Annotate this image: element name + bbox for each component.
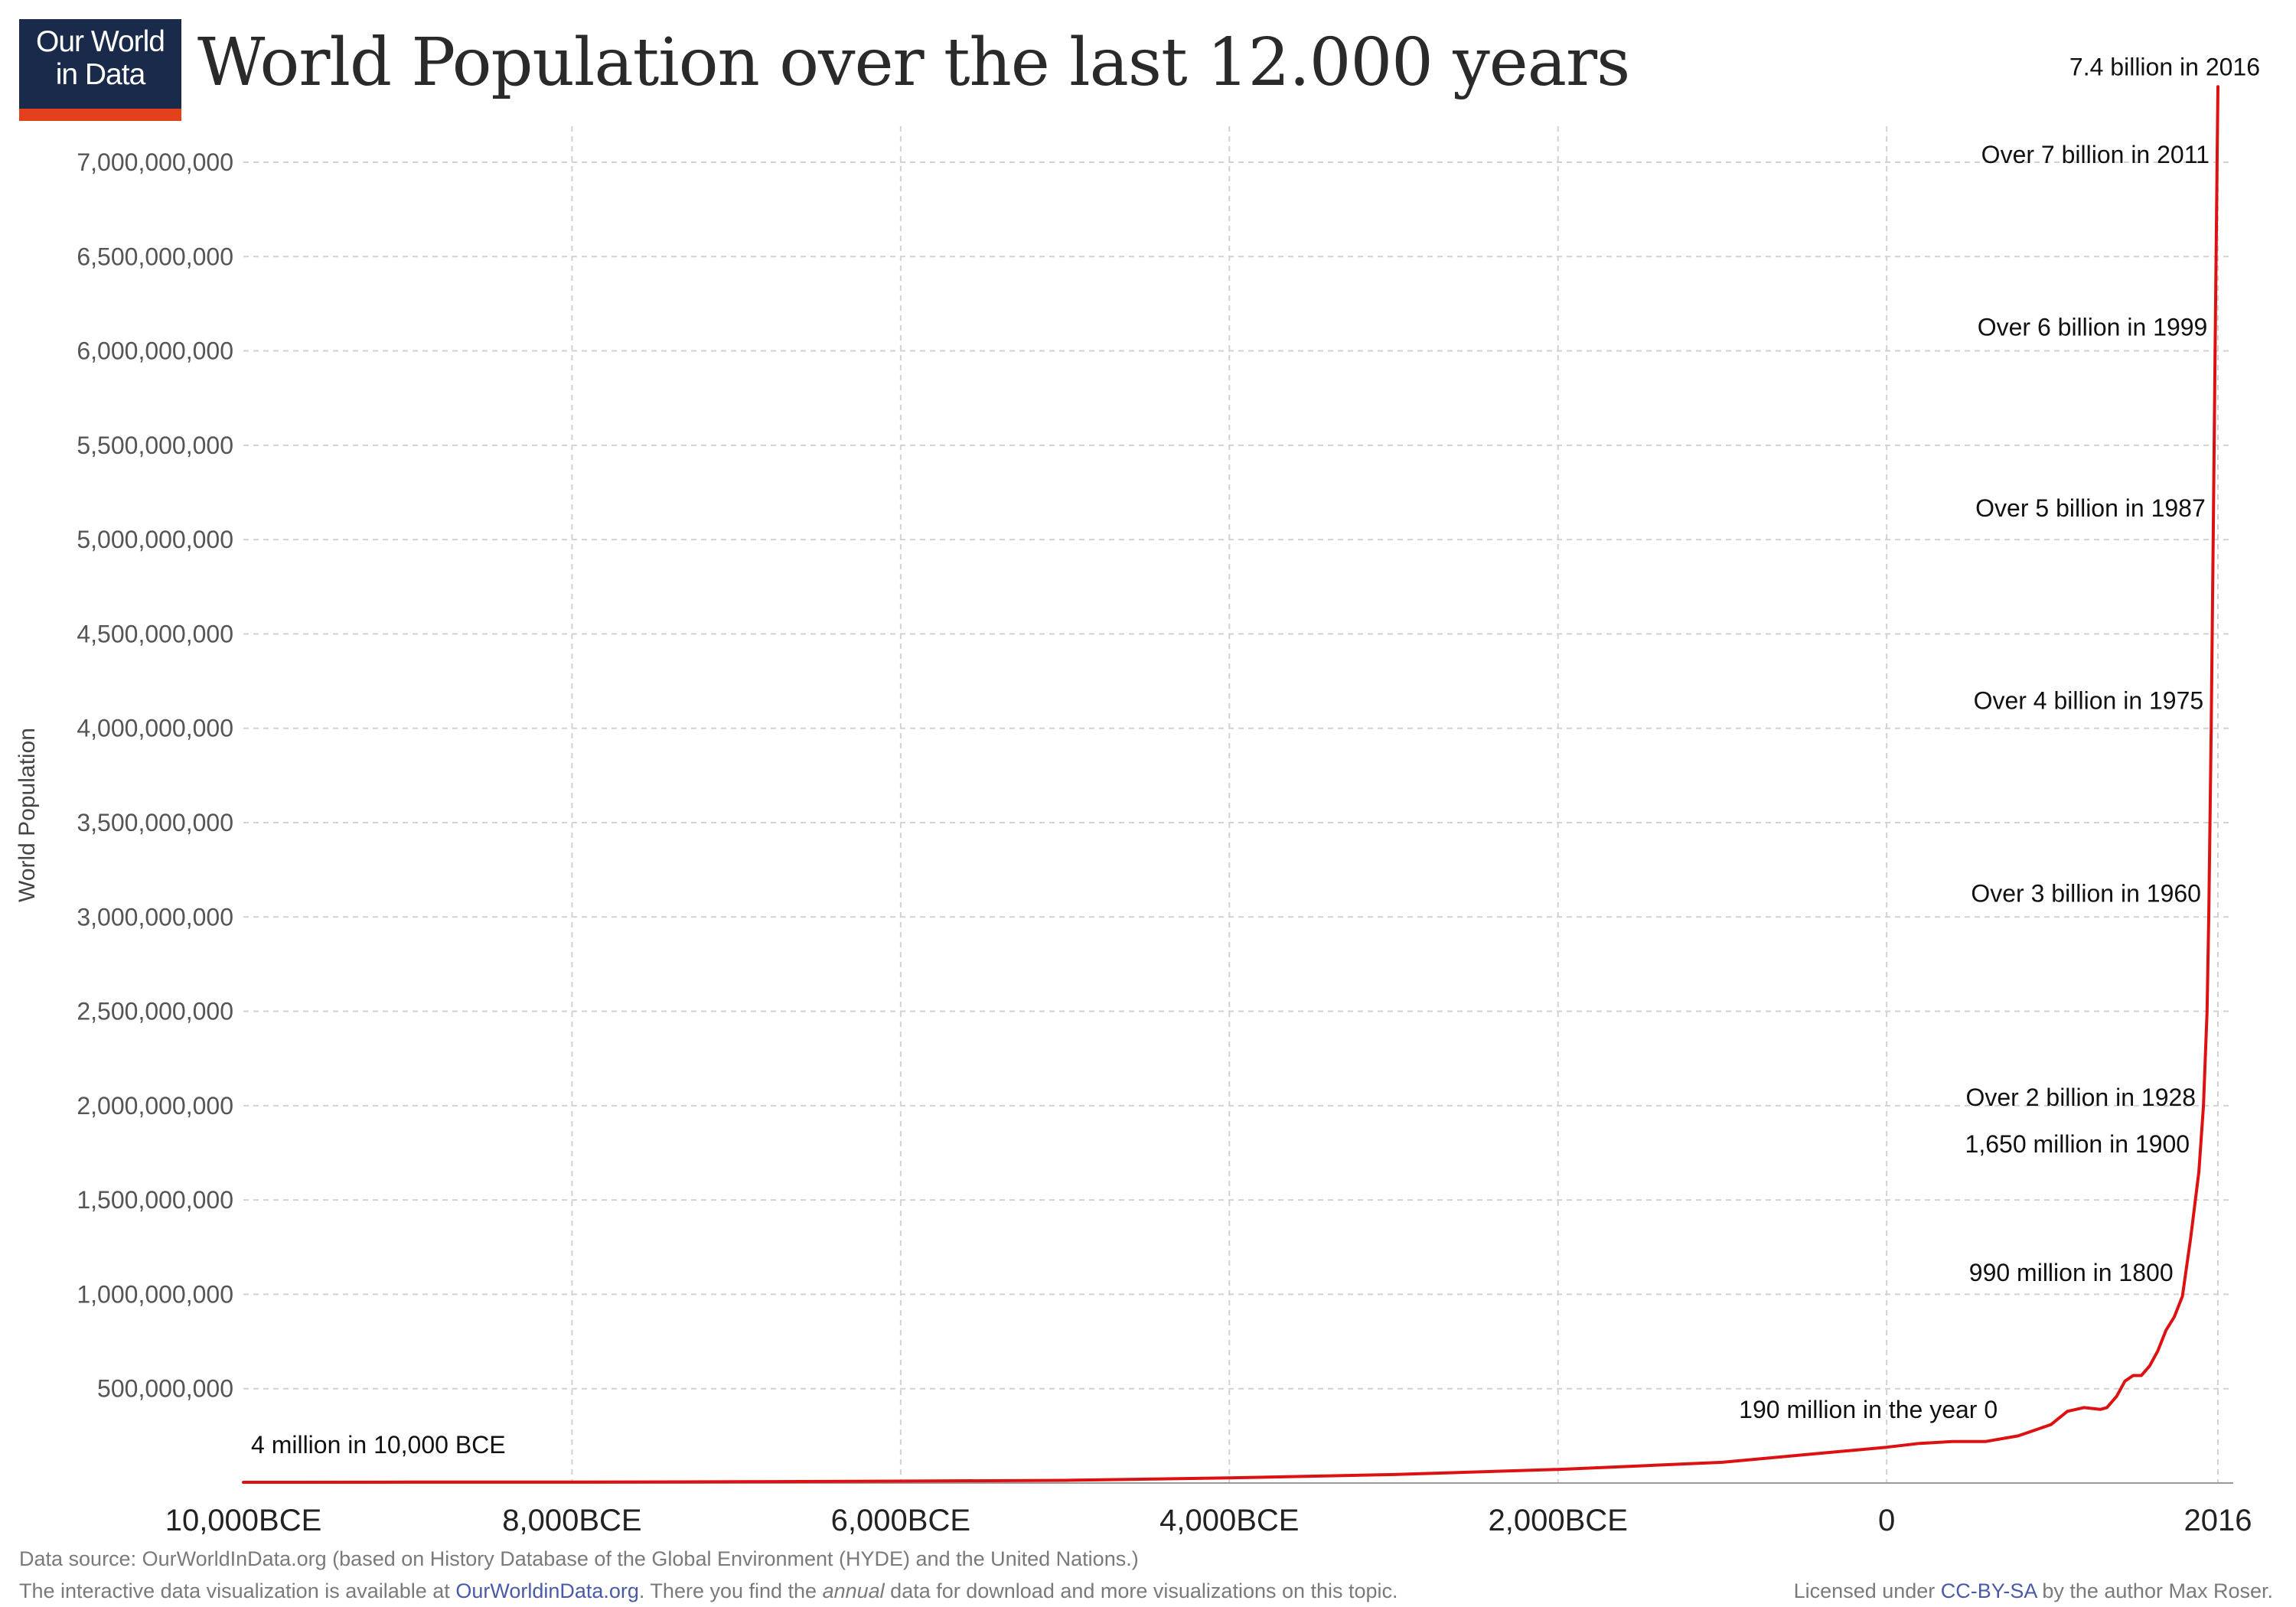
x-tick-label: 2016: [2184, 1504, 2252, 1537]
logo-line-1: Our World: [36, 25, 165, 58]
annotation-label: Over 5 billion in 1987: [1975, 494, 2206, 522]
annotation-label: Over 4 billion in 1975: [1974, 687, 2204, 715]
annotation-label: Over 3 billion in 1960: [1971, 879, 2201, 907]
annotations: 4 million in 10,000 BCE 190 million in th…: [251, 53, 2260, 1459]
y-tick-label: 3,000,000,000: [77, 903, 233, 931]
annotation-label: Over 6 billion in 1999: [1978, 314, 2208, 341]
annotation-label: Over 7 billion in 2011: [1981, 141, 2210, 168]
footer-source: Data source: OurWorldInData.org (based o…: [19, 1547, 1139, 1570]
x-tick-label: 0: [1878, 1504, 1895, 1537]
x-tick-label: 6,000BCE: [831, 1504, 970, 1537]
y-tick-labels: 500,000,000 1,000,000,000 1,500,000,000 2,0…: [77, 148, 233, 1403]
footer-interactive-em: annual: [822, 1579, 885, 1602]
y-tick-label: 5,000,000,000: [77, 526, 233, 553]
y-tick-label: 6,500,000,000: [77, 243, 233, 270]
y-tick-label: 5,500,000,000: [77, 432, 233, 459]
x-tick-label: 10,000BCE: [165, 1504, 322, 1537]
y-tick-label: 3,500,000,000: [77, 809, 233, 836]
y-tick-label: 7,000,000,000: [77, 148, 233, 176]
footer-license-suffix: by the author Max Roser.: [2036, 1579, 2273, 1602]
logo-accent-bar: [19, 109, 181, 121]
logo-line-2: in Data: [55, 58, 146, 91]
x-gridlines: [571, 126, 2219, 1483]
annotation-label: Over 2 billion in 1928: [1965, 1084, 2196, 1111]
y-tick-label: 4,000,000,000: [77, 715, 233, 742]
y-axis-label: World Population: [15, 728, 40, 902]
chart-title: World Population over the last 12.000 ye…: [197, 24, 1630, 101]
y-tick-label: 1,000,000,000: [77, 1280, 233, 1308]
owid-link[interactable]: OurWorldinData.org: [455, 1579, 639, 1602]
population-line: [242, 85, 2219, 1484]
x-tick-label: 2,000BCE: [1489, 1504, 1628, 1537]
y-tick-label: 500,000,000: [97, 1375, 233, 1403]
footer-interactive-suffix: data for download and more visualization…: [884, 1579, 1398, 1602]
annotation-label: 4 million in 10,000 BCE: [251, 1431, 506, 1459]
footer-license-prefix: Licensed under: [1793, 1579, 1941, 1602]
x-tick-labels: 10,000BCE 8,000BCE 6,000BCE 4,000BCE 2,000BC…: [165, 1504, 2252, 1537]
y-tick-label: 4,500,000,000: [77, 620, 233, 647]
footer-interactive: The interactive data visualization is av…: [19, 1579, 1398, 1603]
footer-license: Licensed under CC-BY-SA by the author Ma…: [1794, 1579, 2273, 1603]
owid-logo: Our World in Data: [19, 19, 181, 121]
y-tick-label: 6,000,000,000: [77, 337, 233, 365]
license-link[interactable]: CC-BY-SA: [1940, 1579, 2037, 1602]
y-gridlines: [243, 161, 2233, 1390]
annotation-label: 1,650 million in 1900: [1965, 1130, 2190, 1158]
footer-interactive-prefix: The interactive data visualization is av…: [19, 1579, 456, 1602]
x-tick-label: 4,000BCE: [1159, 1504, 1299, 1537]
annotation-label: 990 million in 1800: [1969, 1259, 2174, 1286]
y-tick-label: 1,500,000,000: [77, 1186, 233, 1214]
y-tick-label: 2,000,000,000: [77, 1092, 233, 1120]
footer-interactive-mid: . There you find the: [638, 1579, 823, 1602]
annotation-label: 190 million in the year 0: [1739, 1396, 1998, 1423]
y-tick-label: 2,500,000,000: [77, 998, 233, 1025]
annotation-label: 7.4 billion in 2016: [2069, 53, 2260, 80]
x-tick-label: 8,000BCE: [502, 1504, 641, 1537]
